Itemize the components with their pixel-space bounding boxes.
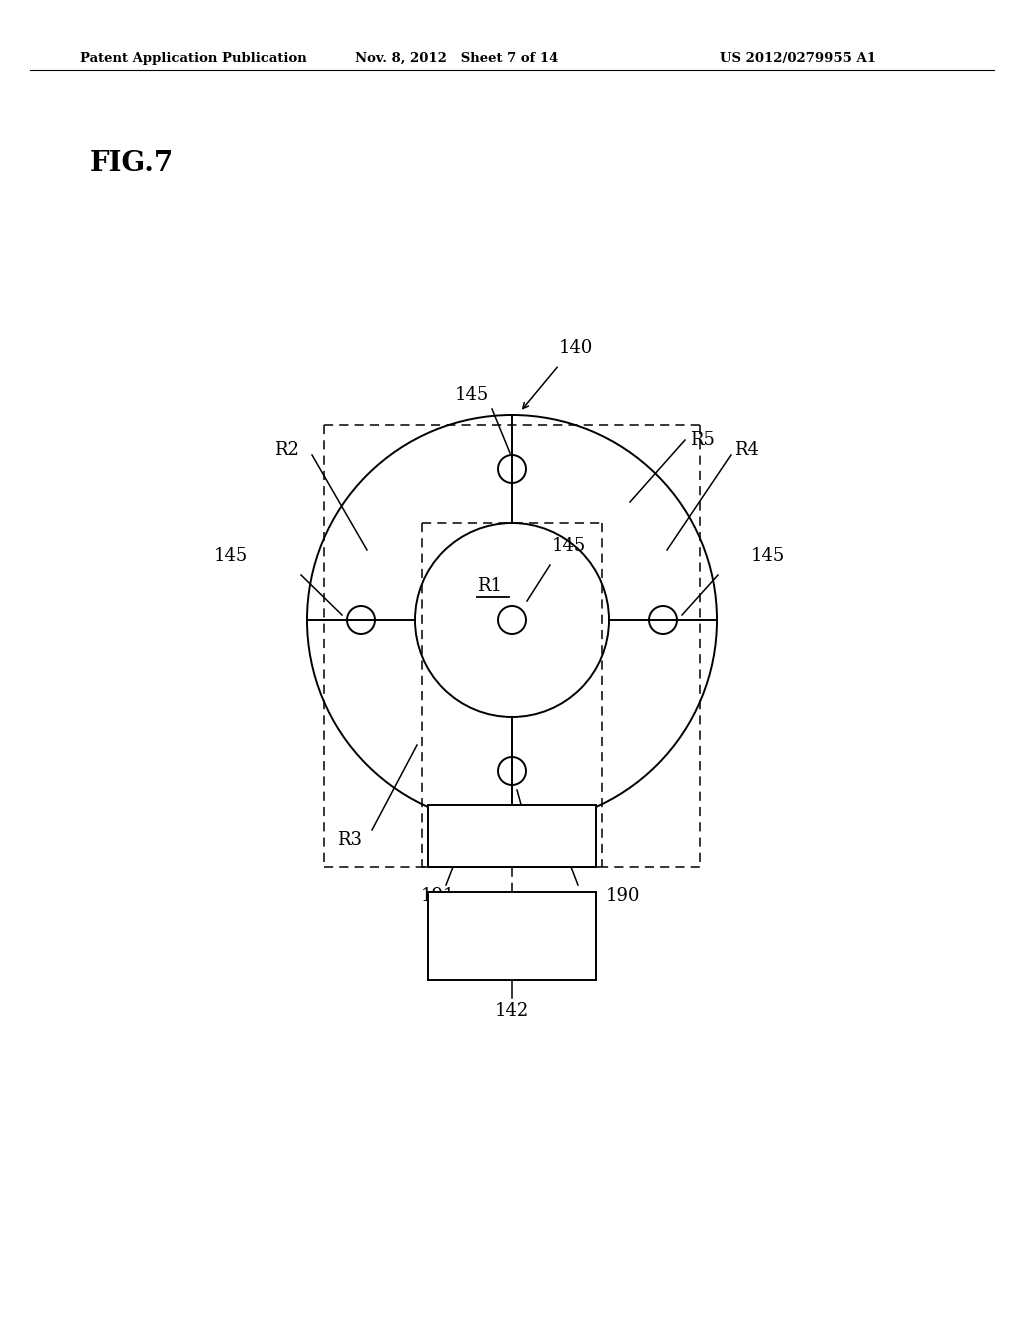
Text: R1: R1	[477, 577, 502, 595]
Text: R4: R4	[734, 441, 759, 459]
Text: R2: R2	[274, 441, 299, 459]
Text: 191: 191	[421, 887, 456, 906]
Text: 140: 140	[559, 339, 593, 356]
Text: 190: 190	[606, 887, 640, 906]
Text: R3: R3	[337, 832, 362, 849]
Bar	[428, 892, 596, 979]
Text: Patent Application Publication: Patent Application Publication	[80, 51, 307, 65]
Text: Nov. 8, 2012   Sheet 7 of 14: Nov. 8, 2012 Sheet 7 of 14	[355, 51, 558, 65]
Text: 145: 145	[751, 546, 785, 565]
Text: 145: 145	[214, 546, 248, 565]
Text: US 2012/0279955 A1: US 2012/0279955 A1	[720, 51, 876, 65]
Text: 145: 145	[527, 840, 561, 857]
Text: FIG.7: FIG.7	[90, 150, 174, 177]
Text: R5: R5	[690, 432, 715, 449]
Text: 142: 142	[495, 1002, 529, 1020]
Text: 145: 145	[552, 537, 587, 554]
Text: 145: 145	[455, 385, 489, 404]
Bar	[428, 805, 596, 867]
